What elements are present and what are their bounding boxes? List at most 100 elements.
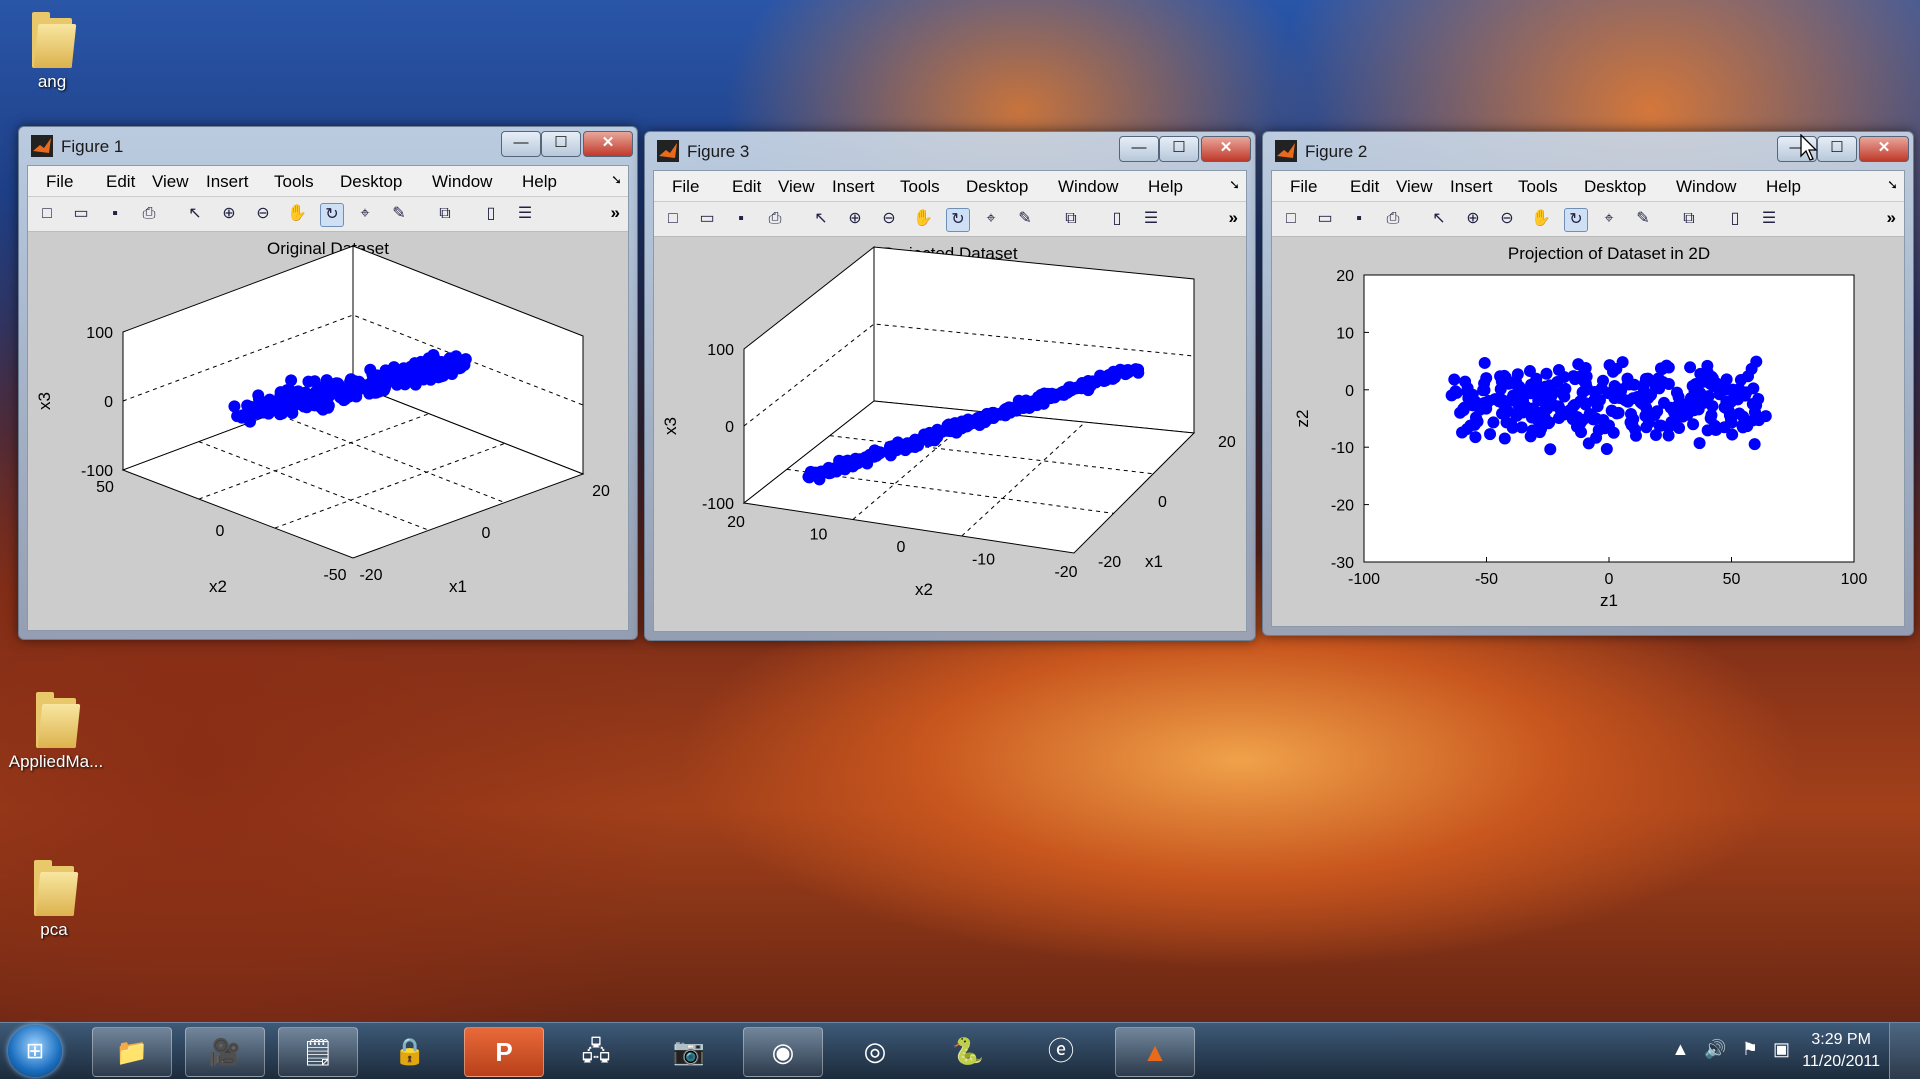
rotate-icon[interactable]: ↻ bbox=[946, 208, 970, 232]
show-desktop-button[interactable] bbox=[1889, 1023, 1920, 1079]
print-icon[interactable]: ⎙ bbox=[1386, 210, 1400, 227]
menu-file[interactable]: File bbox=[46, 172, 74, 191]
pan-icon[interactable]: ✋ bbox=[287, 205, 307, 222]
show-hidden-icons-icon[interactable]: ▲ bbox=[1671, 1039, 1690, 1059]
close-button[interactable]: ✕ bbox=[1201, 136, 1251, 162]
taskbar-webcam-icon[interactable]: ◎ bbox=[863, 1036, 887, 1066]
save-icon[interactable]: ▪ bbox=[112, 205, 118, 222]
link-icon[interactable]: ⧉ bbox=[1065, 210, 1077, 227]
menu-desktop[interactable]: Desktop bbox=[966, 177, 1029, 196]
save-icon[interactable]: ▪ bbox=[1356, 210, 1362, 227]
close-button[interactable]: ✕ bbox=[583, 131, 633, 157]
menu-window[interactable]: Window bbox=[432, 172, 493, 191]
maximize-button[interactable]: ☐ bbox=[541, 131, 581, 157]
action-center-flag-icon[interactable]: ⚑ bbox=[1741, 1039, 1758, 1059]
clock[interactable]: 3:29 PM 11/20/2011 bbox=[1802, 1029, 1880, 1073]
colorbar-icon[interactable]: ▯ bbox=[486, 205, 496, 222]
maximize-button[interactable]: ☐ bbox=[1159, 136, 1199, 162]
menu-view[interactable]: View bbox=[152, 172, 189, 191]
rotate-icon[interactable]: ↻ bbox=[1564, 208, 1588, 232]
print-icon[interactable]: ⎙ bbox=[768, 210, 782, 227]
legend-icon[interactable]: ☰ bbox=[517, 205, 533, 222]
title-bar[interactable]: Figure 3 — ☐ ✕ bbox=[645, 132, 1255, 170]
pointer-icon[interactable]: ↖ bbox=[188, 205, 202, 222]
zoom-out-icon[interactable]: ⊖ bbox=[1500, 210, 1514, 227]
taskbar-network-connect-icon[interactable]: 🖧 bbox=[581, 1036, 611, 1066]
brush-icon[interactable]: ✎ bbox=[1636, 210, 1650, 227]
menu-tools[interactable]: Tools bbox=[900, 177, 940, 196]
minimize-button[interactable]: — bbox=[501, 131, 541, 157]
menu-edit[interactable]: Edit bbox=[106, 172, 136, 191]
menu-desktop[interactable]: Desktop bbox=[1584, 177, 1647, 196]
start-button[interactable]: ⊞ bbox=[8, 1025, 62, 1077]
pointer-icon[interactable]: ↖ bbox=[1432, 210, 1446, 227]
dock-arrow-icon[interactable]: ➘ bbox=[1887, 177, 1898, 192]
menu-help[interactable]: Help bbox=[522, 172, 557, 191]
open-folder-icon[interactable]: ▭ bbox=[73, 205, 89, 222]
maximize-button[interactable]: ☐ bbox=[1817, 136, 1857, 162]
menu-view[interactable]: View bbox=[778, 177, 815, 196]
data-cursor-icon[interactable]: ⌖ bbox=[986, 210, 996, 227]
menu-window[interactable]: Window bbox=[1676, 177, 1737, 196]
taskbar-chrome-icon[interactable]: ◉ bbox=[743, 1027, 823, 1077]
menu-view[interactable]: View bbox=[1396, 177, 1433, 196]
taskbar-network-security-icon[interactable]: 🔒 bbox=[393, 1036, 427, 1066]
toolbar-overflow-icon[interactable]: » bbox=[1228, 208, 1238, 227]
taskbar-python-icon[interactable]: 🐍 bbox=[951, 1036, 985, 1066]
link-icon[interactable]: ⧉ bbox=[1683, 210, 1695, 227]
menu-insert[interactable]: Insert bbox=[832, 177, 875, 196]
pan-icon[interactable]: ✋ bbox=[913, 210, 933, 227]
print-icon[interactable]: ⎙ bbox=[142, 205, 156, 222]
menu-desktop[interactable]: Desktop bbox=[340, 172, 403, 191]
desktop-icon-ang[interactable]: ang bbox=[2, 10, 102, 92]
menu-edit[interactable]: Edit bbox=[732, 177, 762, 196]
menu-window[interactable]: Window bbox=[1058, 177, 1119, 196]
data-cursor-icon[interactable]: ⌖ bbox=[360, 205, 370, 222]
taskbar-sticky-notes-icon[interactable]: 🗒 bbox=[278, 1027, 358, 1077]
title-bar[interactable]: Figure 1 — ☐ ✕ bbox=[19, 127, 637, 165]
legend-icon[interactable]: ☰ bbox=[1761, 210, 1777, 227]
taskbar-ie-blue-icon[interactable]: ⓔ bbox=[1047, 1036, 1074, 1066]
toolbar-overflow-icon[interactable]: » bbox=[1886, 208, 1896, 227]
save-icon[interactable]: ▪ bbox=[738, 210, 744, 227]
menu-insert[interactable]: Insert bbox=[1450, 177, 1493, 196]
desktop-icon-pca[interactable]: pca bbox=[4, 858, 104, 940]
menu-insert[interactable]: Insert bbox=[206, 172, 249, 191]
taskbar-camera-icon[interactable]: 📷 bbox=[672, 1036, 706, 1066]
rotate-icon[interactable]: ↻ bbox=[320, 203, 344, 227]
new-file-icon[interactable]: □ bbox=[1286, 210, 1296, 227]
taskbar-powerpoint-icon[interactable]: P bbox=[464, 1027, 544, 1077]
colorbar-icon[interactable]: ▯ bbox=[1730, 210, 1740, 227]
figure-window-2[interactable]: Figure 3 — ☐ ✕ File Edit View Insert Tools Des… bbox=[644, 131, 1256, 641]
menu-file[interactable]: File bbox=[672, 177, 700, 196]
zoom-out-icon[interactable]: ⊖ bbox=[256, 205, 270, 222]
taskbar-matlab-icon[interactable]: ▲ bbox=[1115, 1027, 1195, 1077]
minimize-button[interactable]: — bbox=[1119, 136, 1159, 162]
menu-tools[interactable]: Tools bbox=[1518, 177, 1558, 196]
legend-icon[interactable]: ☰ bbox=[1143, 210, 1159, 227]
zoom-out-icon[interactable]: ⊖ bbox=[882, 210, 896, 227]
taskbar-explorer-icon[interactable]: 📁 bbox=[92, 1027, 172, 1077]
new-file-icon[interactable]: □ bbox=[42, 205, 52, 222]
menu-help[interactable]: Help bbox=[1148, 177, 1183, 196]
zoom-in-icon[interactable]: ⊕ bbox=[222, 205, 236, 222]
menu-edit[interactable]: Edit bbox=[1350, 177, 1380, 196]
close-button[interactable]: ✕ bbox=[1859, 136, 1909, 162]
pan-icon[interactable]: ✋ bbox=[1531, 210, 1551, 227]
data-cursor-icon[interactable]: ⌖ bbox=[1604, 210, 1614, 227]
volume-icon[interactable]: 🔊 bbox=[1704, 1039, 1727, 1059]
network-icon[interactable]: ▣ bbox=[1772, 1039, 1790, 1059]
figure-window-1[interactable]: Figure 1 — ☐ ✕ File Edit View Insert Tools Des… bbox=[18, 126, 638, 640]
chart-svg[interactable]: Projected Dataset1000-100x320100-10-2020… bbox=[654, 237, 1246, 633]
brush-icon[interactable]: ✎ bbox=[392, 205, 406, 222]
taskbar-camera-tool-icon[interactable]: 🎥 bbox=[185, 1027, 265, 1077]
dock-arrow-icon[interactable]: ➘ bbox=[1229, 177, 1240, 192]
zoom-in-icon[interactable]: ⊕ bbox=[1466, 210, 1480, 227]
open-folder-icon[interactable]: ▭ bbox=[1317, 210, 1333, 227]
brush-icon[interactable]: ✎ bbox=[1018, 210, 1032, 227]
desktop-icon-appliedma[interactable]: AppliedMa... bbox=[6, 690, 106, 772]
menu-tools[interactable]: Tools bbox=[274, 172, 314, 191]
colorbar-icon[interactable]: ▯ bbox=[1112, 210, 1122, 227]
new-file-icon[interactable]: □ bbox=[668, 210, 678, 227]
